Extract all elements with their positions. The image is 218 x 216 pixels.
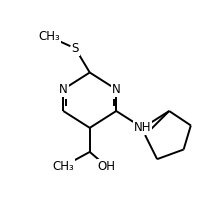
Text: NH: NH — [134, 121, 152, 134]
Text: N: N — [112, 83, 121, 96]
Text: N: N — [59, 83, 68, 96]
Text: CH₃: CH₃ — [52, 160, 74, 173]
Text: OH: OH — [98, 160, 116, 173]
Text: CH₃: CH₃ — [38, 30, 60, 43]
Text: S: S — [72, 42, 79, 55]
